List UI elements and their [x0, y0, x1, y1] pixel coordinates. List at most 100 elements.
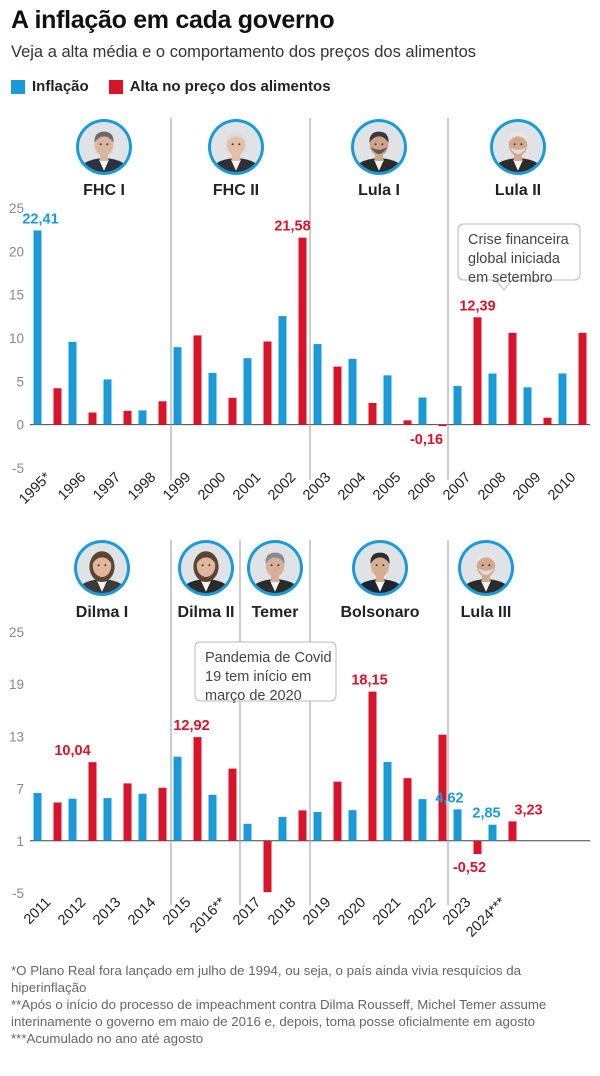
chart1-bar-food: [333, 366, 342, 425]
chart2-bar-inflation: [243, 823, 252, 841]
chart2-government-label-lula-iii: Lula III: [461, 604, 512, 621]
chart2-xtick: 2024***: [463, 894, 509, 940]
chart2-bar-food: [473, 840, 482, 855]
chart2-bar-food: [508, 821, 517, 841]
chart2-xtick: 2013: [90, 895, 124, 929]
chart1-bar-food: [508, 332, 517, 425]
chart1-lula-ii-avatar: [490, 119, 546, 175]
chart1-data-label: 12,39: [459, 298, 495, 314]
chart1-bar-inflation: [173, 347, 182, 425]
chart2-bar-food: [403, 778, 412, 841]
chart2-bar-inflation: [173, 756, 182, 841]
footnotes: *O Plano Real fora lançado em julho de 1…: [11, 962, 591, 1047]
chart1-bar-food: [438, 424, 447, 427]
chart1-xtick: 2006: [405, 470, 439, 504]
chart2-temer-avatar: [247, 540, 303, 596]
legend-swatch-inflation: [11, 79, 25, 94]
footnote-2: **Após o início do processo de impeachme…: [11, 997, 547, 1029]
chart2-xtick: 2020: [335, 895, 369, 929]
chart2-dilma-ii-avatar: [178, 540, 234, 596]
chart1-xtick: 1998: [125, 470, 159, 504]
legend-swatch-food: [108, 79, 123, 94]
chart2-data-label: 4,62: [435, 790, 463, 806]
chart2-bar-food: [368, 691, 377, 841]
chart1-annotation: Crise financeira global iniciada em setemb…: [457, 223, 581, 291]
chart1-bar-food: [193, 335, 202, 425]
chart1-annotation-box: [457, 223, 581, 291]
footnote-1: *O Plano Real fora lançado em julho de 1…: [11, 963, 522, 995]
chart1-government-label-lula-i: Lula I: [358, 182, 400, 199]
chart2-government-label-dilma-ii: Dilma II: [178, 604, 235, 621]
chart1-bar-inflation: [348, 358, 357, 425]
chart2-xtick: 2012: [55, 895, 89, 929]
chart2-annotation-box: [194, 641, 337, 702]
chart1-xtick: 2005: [370, 470, 404, 504]
chart1-bar-inflation: [208, 372, 217, 425]
legend: Inflação Alta no preço dos alimentos: [11, 78, 351, 95]
chart1-data-label: 21,58: [274, 219, 310, 235]
chart1-bar-inflation: [558, 373, 567, 425]
chart2-bar-food: [193, 737, 202, 841]
chart2-bar-inflation: [68, 798, 77, 841]
chart1-bar-food: [298, 237, 307, 425]
chart1-ytick: 5: [16, 374, 24, 389]
chart1-bar-food: [403, 420, 412, 425]
chart1-bar-food: [263, 341, 272, 425]
chart1-annotation-line: em setembro: [468, 270, 553, 286]
chart2-bar-inflation: [208, 794, 217, 841]
chart1-ytick: 15: [9, 288, 24, 303]
chart2-bar-food: [123, 783, 132, 841]
chart2-ytick: 1: [16, 834, 24, 849]
chart1-bar-inflation: [523, 387, 532, 425]
chart2-bar-inflation: [278, 816, 287, 841]
chart2-data-label: 10,04: [54, 743, 90, 759]
chart1-bar-inflation: [68, 341, 77, 425]
chart-subtitle: Veja a alta média e o comportamento dos …: [11, 43, 477, 61]
legend-item-inflation: Inflação: [11, 78, 89, 95]
chart2-data-label: -0,52: [453, 860, 486, 876]
chart1-data-label: 22,41: [22, 211, 58, 227]
chart1-lula-i-avatar: [351, 119, 407, 175]
chart1-bar-food: [228, 397, 237, 425]
chart1-bar-food: [158, 401, 167, 425]
chart2-bar-food: [438, 734, 447, 841]
chart2-bar-food: [158, 787, 167, 841]
chart1-ytick: 20: [9, 244, 24, 259]
chart1-xtick: 2001: [230, 470, 264, 504]
chart2-bar-inflation: [348, 810, 357, 841]
chart2-bar-inflation: [138, 793, 147, 841]
chart2-ytick: 19: [9, 677, 24, 692]
chart1-fhc-ii-avatar: [208, 119, 264, 175]
chart1-government-label-lula-ii: Lula II: [495, 182, 541, 199]
chart2-ytick: 7: [16, 782, 24, 797]
chart1-xtick: 2002: [265, 470, 299, 504]
chart2-xtick: 2022: [405, 895, 439, 929]
chart1-xtick: 2007: [440, 470, 474, 504]
chart1-xtick: 2010: [545, 470, 579, 504]
chart2-bar-inflation: [383, 761, 392, 841]
legend-label-inflation: Inflação: [32, 78, 89, 95]
legend-label-food: Alta no preço dos alimentos: [129, 78, 331, 95]
chart2-data-label: 18,15: [351, 673, 387, 689]
chart1-bar-inflation: [453, 386, 462, 425]
chart1-ytick: 10: [9, 331, 24, 346]
chart2-ytick: -5: [12, 886, 24, 901]
chart1-bar-inflation: [33, 230, 42, 425]
chart1-bar-inflation: [383, 375, 392, 425]
chart1-bar-inflation: [418, 397, 427, 425]
chart2-bar-inflation: [488, 824, 497, 841]
chart1-bar-food: [88, 412, 97, 425]
chart2-lula-iii-avatar: [458, 540, 514, 596]
chart2-annotation-line: 19 tem início em: [205, 669, 311, 685]
chart2-annotation: Pandemia de Covid 19 tem início em março d…: [194, 641, 337, 704]
chart1-bar-food: [543, 417, 552, 425]
chart1-bar-food: [53, 388, 62, 425]
chart1-xtick: 2009: [510, 470, 544, 504]
chart2-bar-inflation: [453, 809, 462, 841]
chart2-dilma-i-avatar: [74, 540, 130, 596]
chart1-annotation-line: global iniciada: [468, 251, 561, 267]
chart2-bar-food: [88, 762, 97, 841]
chart2-xtick: 2021: [370, 895, 404, 929]
